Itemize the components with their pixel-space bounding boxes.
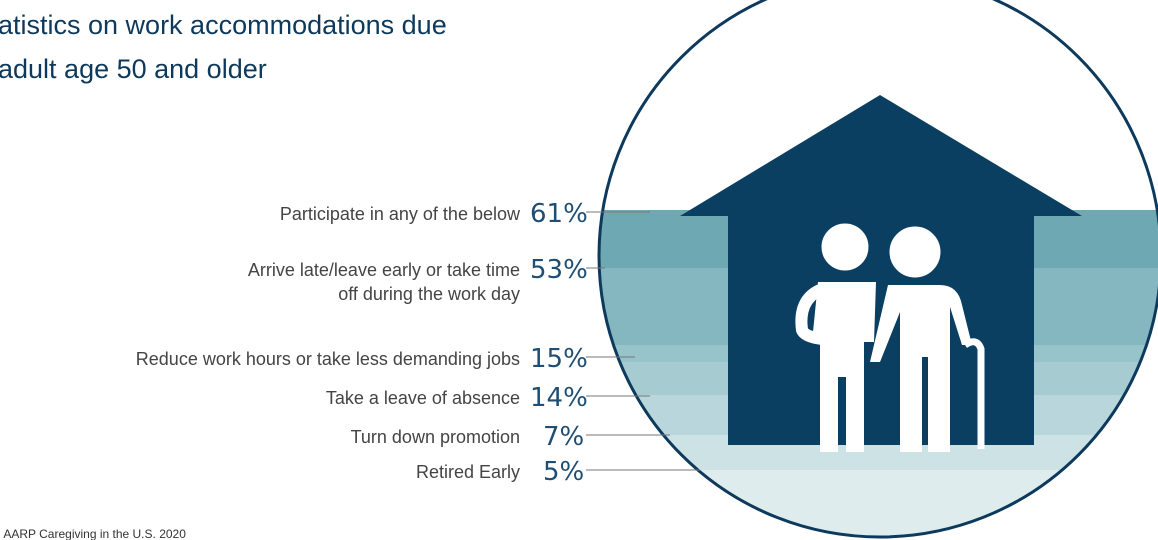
- source: l AARP Caregiving in the U.S. 2020: [0, 527, 186, 540]
- stat-value: 5%: [543, 457, 584, 487]
- stat-value: 14%: [530, 383, 588, 413]
- stat-value: 7%: [543, 422, 584, 452]
- house: [680, 95, 1082, 445]
- stat-label: Retired Early: [416, 462, 520, 482]
- stat-label: Take a leave of absence: [326, 388, 520, 408]
- stat-label: Participate in any of the below: [280, 204, 521, 224]
- stat-label: off during the work day: [338, 284, 520, 304]
- infographic: atistics on work accommodations due adul…: [0, 0, 1158, 540]
- title-line: atistics on work accommodations due: [0, 10, 447, 40]
- stat-value: 61%: [530, 199, 588, 229]
- stat-label: Arrive late/leave early or take time: [248, 260, 520, 280]
- stat-label: Reduce work hours or take less demanding…: [136, 349, 520, 369]
- stat-value: 53%: [530, 255, 588, 285]
- title-line: adult age 50 and older: [0, 54, 267, 84]
- stat-label: Turn down promotion: [351, 427, 520, 447]
- stat-value: 15%: [530, 344, 588, 374]
